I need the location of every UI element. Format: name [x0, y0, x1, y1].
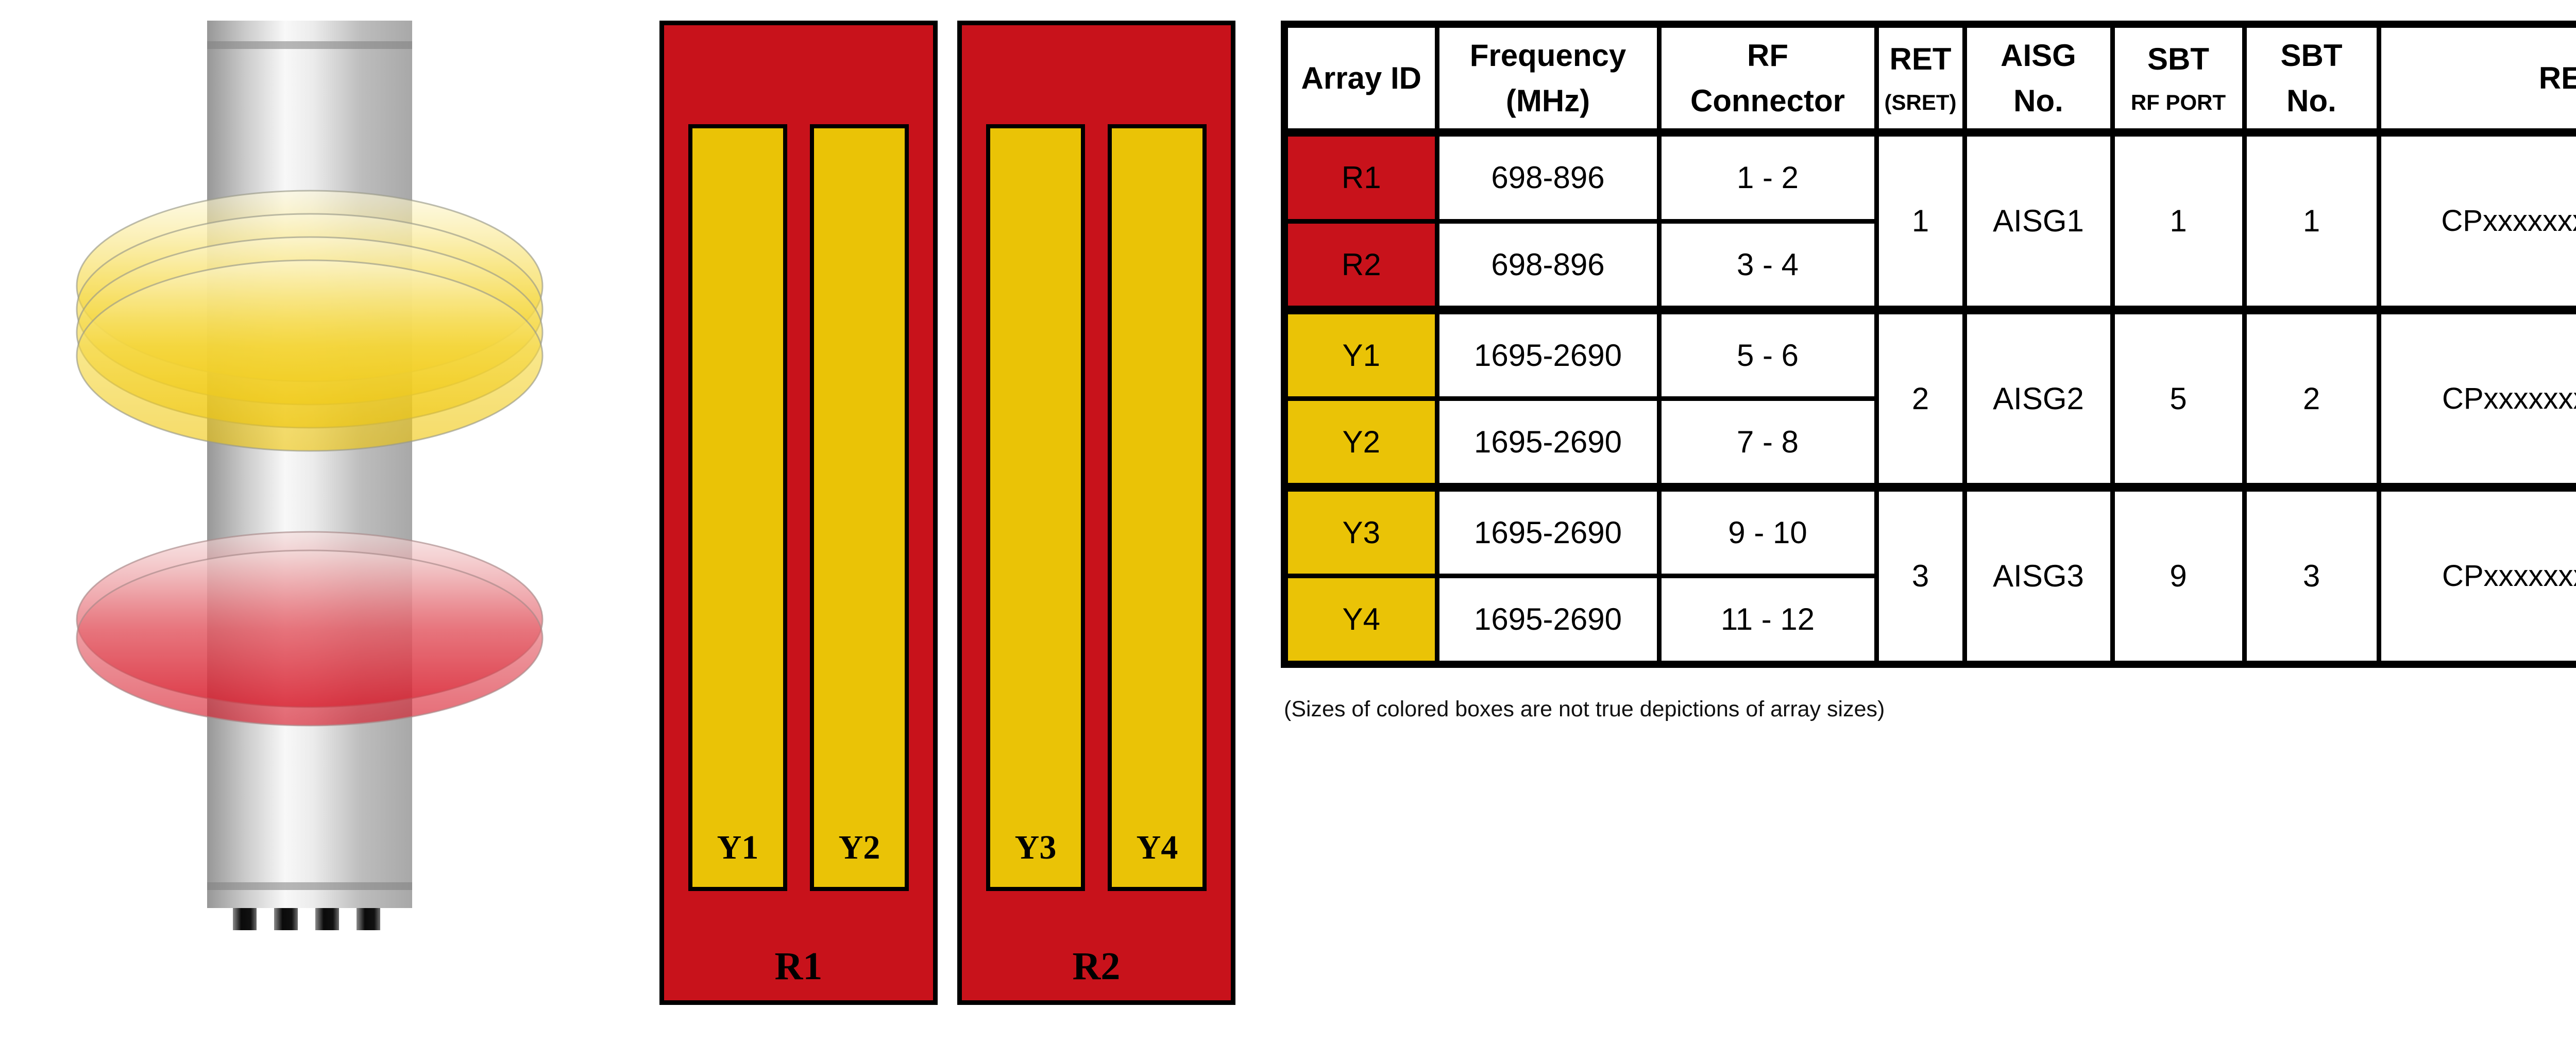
col-header-sbt-rf-port: SBT RF PORT	[2110, 22, 2247, 137]
bottom-connector-pins	[233, 908, 380, 930]
ret-uid-cell: CPxxxxxxxxxxxxxxxxY1	[2376, 305, 2576, 490]
ret-uid-cell: CPxxxxxxxxxxxxxxxxY3	[2376, 482, 2576, 667]
rf-connector-cell: 1 - 2	[1656, 130, 1879, 224]
ret-uid-cell: CPxxxxxxxxxxxxxxxxR1	[2376, 130, 2576, 312]
size-disclaimer-note: (Sizes of colored boxes are not true dep…	[1284, 697, 1885, 721]
sbt-rf-port-cell: 1	[2110, 130, 2247, 312]
rf-connector-cell: 9 - 10	[1656, 482, 1879, 578]
cylinder-top-seam	[207, 41, 412, 49]
frequency-cell: 698-896	[1434, 130, 1662, 224]
col-header-frequency: Frequency (MHz)	[1434, 22, 1662, 137]
frequency-cell: 1695-2690	[1434, 482, 1662, 578]
header-line: Frequency	[1469, 38, 1626, 73]
yellow-beam-discs	[76, 190, 544, 452]
sub-array-y3: Y3	[986, 124, 1085, 891]
aisg-cell: AISG3	[1962, 482, 2115, 667]
array-panel-r2: Y3 Y4 R2	[957, 21, 1235, 1005]
col-header-ret-uid: RET UID	[2376, 22, 2576, 137]
col-header-array-id: Array ID	[1282, 22, 1439, 137]
ret-cell: 3	[1874, 482, 1967, 667]
header-line: SBT	[2147, 42, 2209, 76]
frequency-cell: 1695-2690	[1434, 573, 1662, 667]
header-subline: (SRET)	[1884, 90, 1957, 114]
array-panel-r1: Y1 Y2 R1	[659, 21, 938, 1005]
sub-array-y4: Y4	[1108, 124, 1207, 891]
frequency-cell: 698-896	[1434, 219, 1662, 312]
table-row-y3: Y3 1695-2690 9 - 10 3 AISG3 9 3 CPxxxxxx…	[1282, 482, 2576, 667]
col-header-aisg: AISG No.	[1962, 22, 2115, 137]
header-line: Connector	[1690, 83, 1845, 118]
header-line: RET	[1889, 42, 1952, 76]
array-id-cell: Y1	[1282, 305, 1439, 401]
header-subline: RF PORT	[2130, 90, 2226, 114]
header-line: RF	[1747, 38, 1788, 73]
rf-connector-cell: 7 - 8	[1656, 396, 1879, 490]
ret-cell: 1	[1874, 130, 1967, 312]
red-beam-discs	[76, 531, 544, 727]
array-id-cell: R2	[1282, 219, 1439, 312]
sbt-no-cell: 1	[2242, 130, 2381, 312]
table-row-r2: R2 698-896 3 - 4	[1282, 219, 2576, 312]
sbt-no-cell: 2	[2242, 305, 2381, 490]
table-row-y2: Y2 1695-2690 7 - 8	[1282, 396, 2576, 490]
panel-label: R1	[774, 945, 823, 988]
frequency-cell: 1695-2690	[1434, 396, 1662, 490]
col-header-sbt-no: SBT No.	[2242, 22, 2381, 137]
header-line: No.	[2286, 83, 2336, 118]
table-header-row: Array ID Frequency (MHz) RF Connector RET (…	[1282, 22, 2576, 137]
col-header-ret: RET (SRET)	[1874, 22, 1967, 137]
sub-array-label: Y2	[838, 829, 880, 866]
table-row-y4: Y4 1695-2690 11 - 12	[1282, 573, 2576, 667]
sub-array-label: Y1	[717, 829, 759, 866]
panel-label: R2	[1072, 945, 1121, 988]
header-line: SBT	[2280, 38, 2343, 73]
sub-array-y1: Y1	[688, 124, 787, 891]
array-id-cell: Y3	[1282, 482, 1439, 578]
sbt-no-cell: 3	[2242, 482, 2381, 667]
antenna-illustration	[76, 21, 544, 930]
table-row-y1: Y1 1695-2690 5 - 6 2 AISG2 5 2 CPxxxxxxx…	[1282, 305, 2576, 490]
rf-connector-cell: 5 - 6	[1656, 305, 1879, 401]
rf-connector-cell: 3 - 4	[1656, 219, 1879, 312]
array-id-cell: Y2	[1282, 396, 1439, 490]
table-row-r1: R1 698-896 1 - 2 1 AISG1 1 1 CPxxxxxxxxx…	[1282, 130, 2576, 312]
col-header-rf-connector: RF Connector	[1656, 22, 1879, 137]
sbt-rf-port-cell: 9	[2110, 482, 2247, 667]
array-id-cell: Y4	[1282, 573, 1439, 667]
sub-array-label: Y4	[1136, 829, 1178, 866]
sbt-rf-port-cell: 5	[2110, 305, 2247, 490]
header-line: (MHz)	[1505, 83, 1590, 118]
cylinder-bottom-seam	[207, 882, 412, 890]
aisg-cell: AISG1	[1962, 130, 2115, 312]
rf-connector-cell: 11 - 12	[1656, 573, 1879, 667]
frequency-cell: 1695-2690	[1434, 305, 1662, 401]
antenna-cylinder	[207, 21, 412, 908]
ret-cell: 2	[1874, 305, 1967, 490]
sub-array-label: Y3	[1014, 829, 1057, 866]
sub-array-y2: Y2	[810, 124, 909, 891]
array-config-table: Array ID Frequency (MHz) RF Connector RET (…	[1281, 21, 2576, 668]
header-line: No.	[2013, 83, 2063, 118]
aisg-cell: AISG2	[1962, 305, 2115, 490]
header-line: AISG	[2001, 38, 2076, 73]
array-id-cell: R1	[1282, 130, 1439, 224]
